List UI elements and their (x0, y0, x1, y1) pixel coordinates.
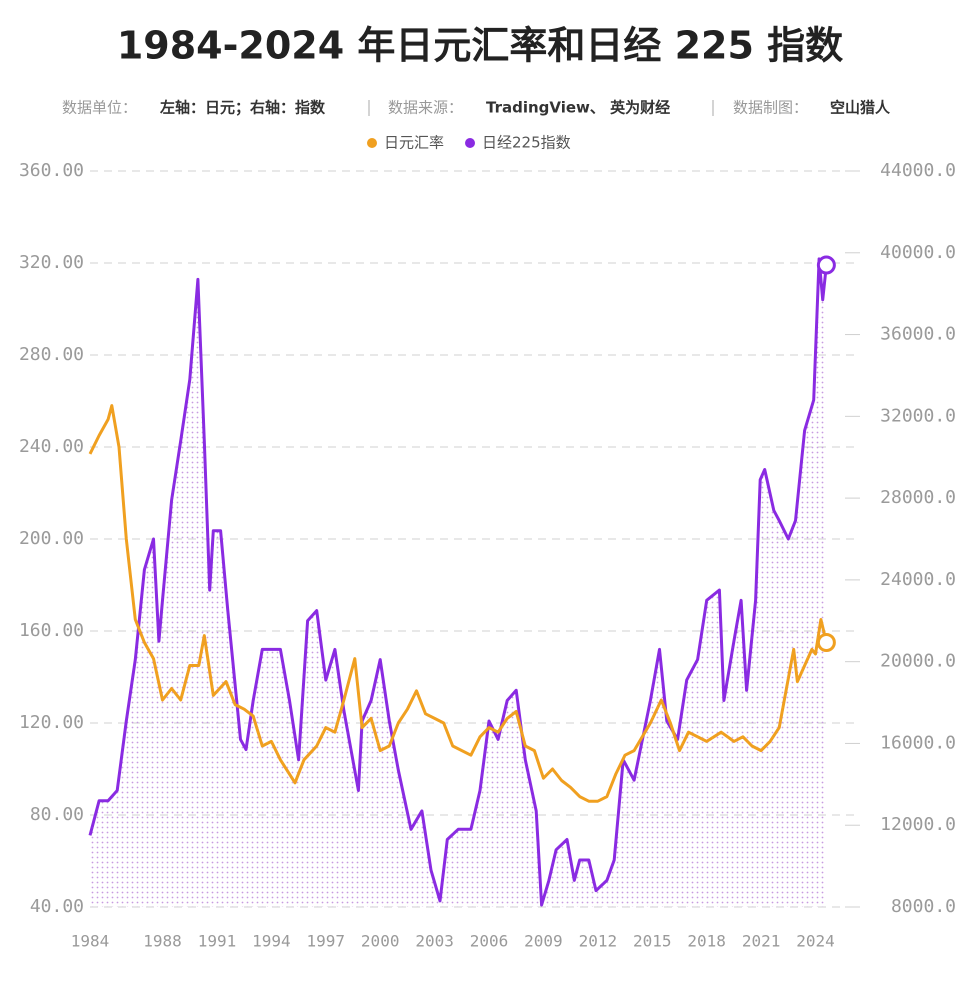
legend-label: 日经225指数 (482, 134, 571, 152)
x-tick-label: 2024 (796, 932, 835, 951)
y-tick-label: 80.00 (30, 804, 84, 825)
y-tick-label: 360.00 (19, 160, 84, 181)
source: TradingView、 英为财经 (486, 99, 670, 117)
maker-label: 数据制图： (733, 99, 808, 117)
y-tick-label: 160.00 (19, 620, 84, 641)
y-tick-label: 120.00 (19, 712, 84, 733)
line (88, 404, 828, 803)
end-marker (816, 255, 836, 275)
x-tick-label: 2003 (415, 932, 454, 951)
y2-tick-label: 44000.0 (880, 160, 956, 181)
source-label: 数据来源： (388, 99, 463, 117)
y2-tick-label: 20000.0 (880, 651, 956, 672)
subtitle: 数据单位： 左轴：日元；右轴：指数 数据来源： TradingView、 英为财… (62, 99, 891, 117)
y2-tick-label: 40000.0 (880, 242, 956, 263)
x-tick-label: 2006 (470, 932, 509, 951)
x-tick-label: 1997 (307, 932, 346, 951)
legend-label: 日元汇率 (384, 134, 444, 152)
chart-title: 1984-2024 年日元汇率和日经 225 指数 (117, 24, 843, 68)
x-tick-label: 2012 (579, 932, 618, 951)
x-tick-label: 2018 (687, 932, 726, 951)
y2-tick-label: 12000.0 (880, 814, 956, 835)
x-tick-label: 2009 (524, 932, 563, 951)
legend-marker (367, 138, 377, 148)
x-tick-label: 1988 (143, 932, 182, 951)
unit: 左轴：日元；右轴：指数 (159, 99, 326, 117)
maker: 空山猎人 (830, 99, 891, 117)
line (88, 257, 828, 907)
x-tick-label: 1994 (252, 932, 291, 951)
y-tick-label: 280.00 (19, 344, 84, 365)
x-tick-label: 2021 (742, 932, 781, 951)
y2-tick-label: 36000.0 (880, 324, 956, 345)
x-tick-label: 1991 (198, 932, 237, 951)
legend-marker (465, 138, 476, 148)
x-tick-label: 2015 (633, 932, 672, 951)
y2-tick-label: 16000.0 (880, 732, 956, 753)
y-tick-label: 200.00 (19, 528, 84, 549)
y-tick-label: 40.00 (30, 896, 84, 917)
y2-tick-label: 24000.0 (880, 569, 956, 590)
x-tick-label: 1984 (71, 932, 110, 951)
y-tick-label: 240.00 (19, 436, 84, 457)
x-tick-label: 2000 (361, 932, 400, 951)
y2-tick-label: 32000.0 (880, 405, 956, 426)
unit-label: 数据单位： (62, 99, 137, 117)
y2-tick-label: 28000.0 (880, 487, 956, 508)
end-marker (816, 633, 836, 652)
y-tick-label: 320.00 (19, 252, 84, 273)
y2-tick-label: 8000.0 (891, 896, 956, 917)
